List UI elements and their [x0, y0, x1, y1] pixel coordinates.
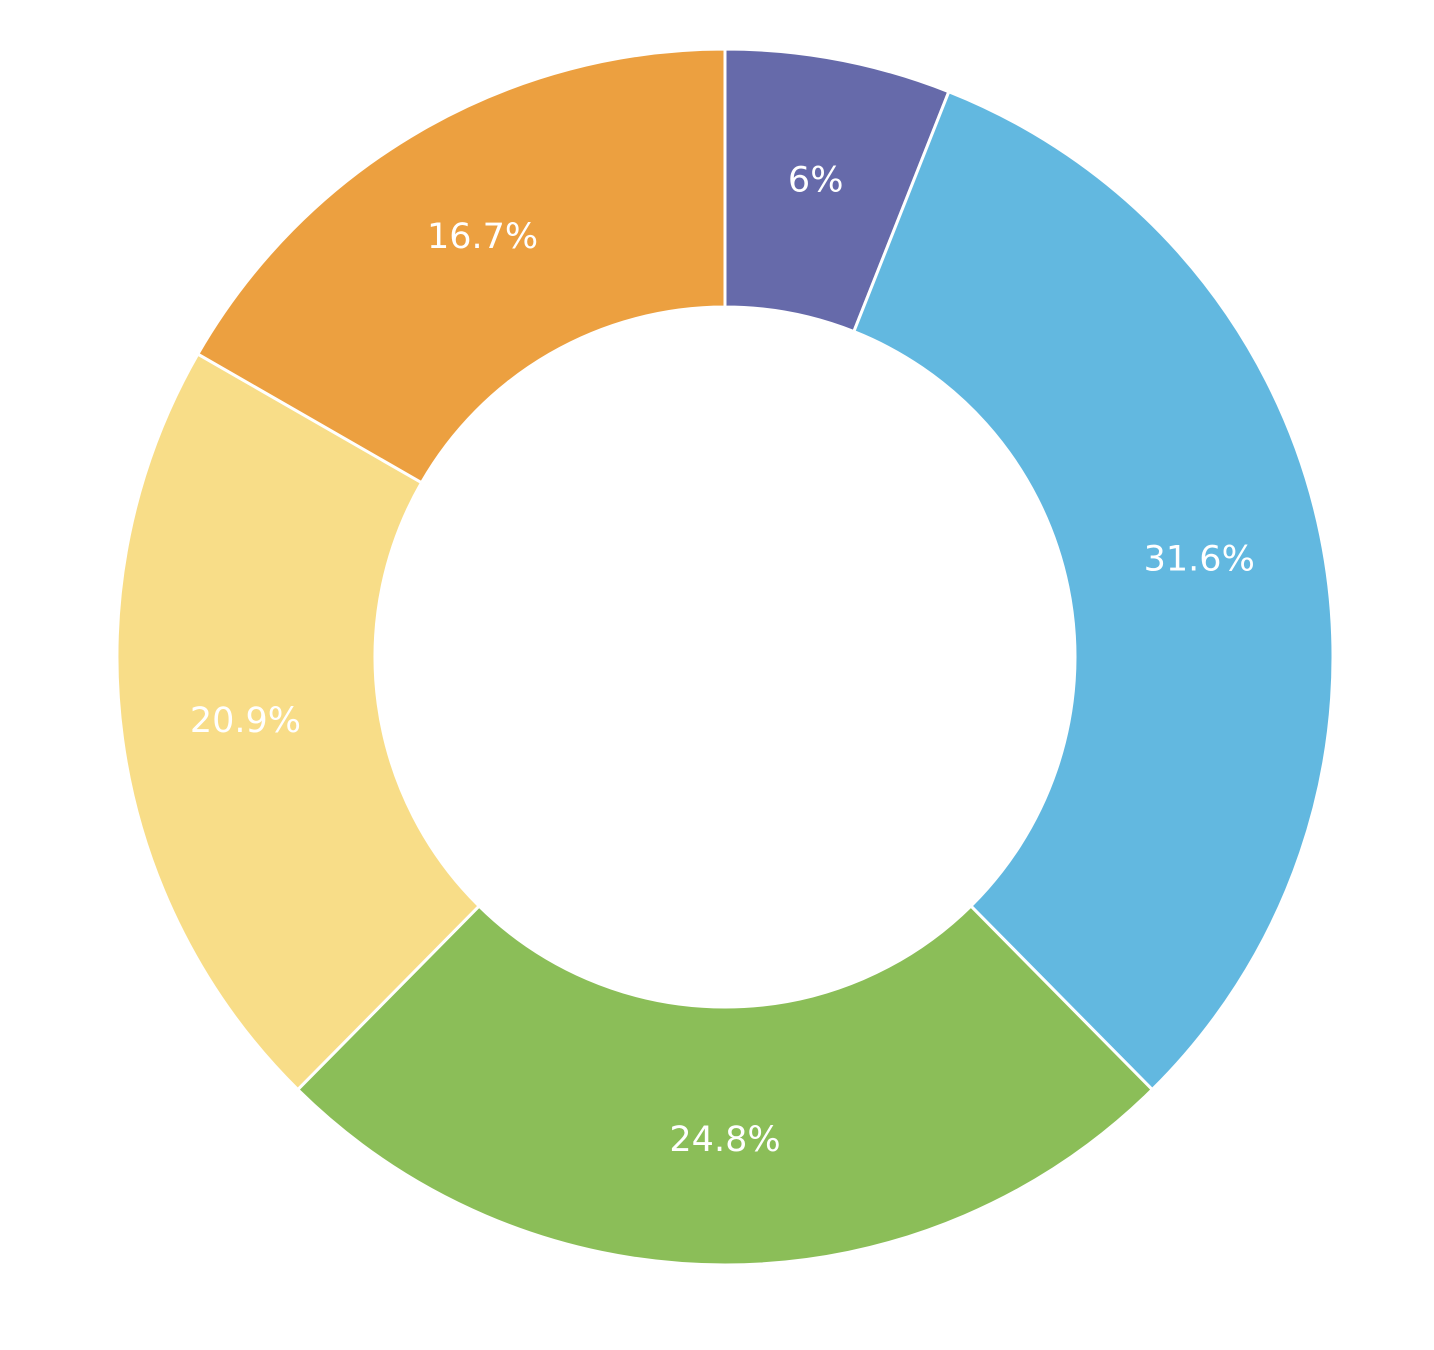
donut-slice-5 — [196, 47, 727, 485]
slice-label-5: 16.7% — [427, 217, 538, 257]
donut-slice-3 — [296, 904, 1154, 1267]
slice-label-3: 24.8% — [669, 1120, 780, 1160]
donut-labels: 6% 31.6% 24.8% 20.9% 16.7% — [190, 161, 1255, 1160]
donut-slice-2 — [852, 90, 1335, 1092]
donut-slices — [115, 47, 1335, 1267]
slice-label-4: 20.9% — [190, 701, 301, 741]
slice-label-2: 31.6% — [1144, 539, 1255, 579]
donut-slice-4 — [115, 352, 481, 1092]
slice-label-1: 6% — [788, 161, 844, 201]
